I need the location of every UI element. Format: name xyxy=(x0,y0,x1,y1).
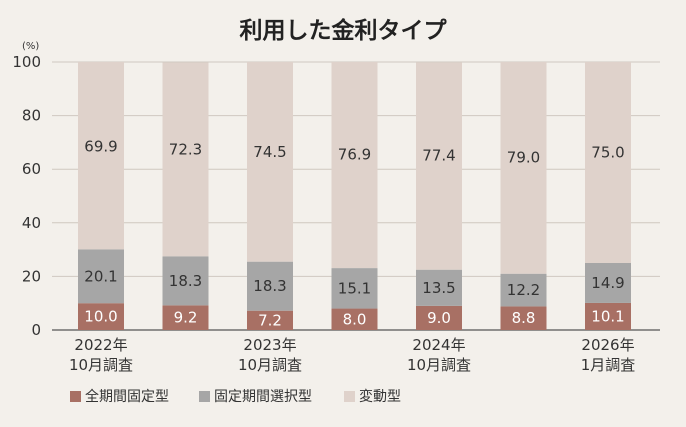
bar-stack: 8.0 15.1 76.9 xyxy=(331,62,378,330)
data-label: 10.1 xyxy=(591,307,624,325)
data-label: 77.4 xyxy=(422,147,455,165)
bar-stacks: 10.0 20.1 69.9 9.2 18.3 72.3 7.2 18.3 74.5 8.0 15.… xyxy=(78,62,631,330)
bar-segment xyxy=(331,268,378,309)
bar-stack: 9.2 18.3 72.3 xyxy=(162,62,209,330)
x-tick-label: 10月調査 xyxy=(407,356,471,374)
x-tick-label: 10月調査 xyxy=(238,356,302,374)
x-tick-label: 10月調査 xyxy=(69,356,133,374)
data-label: 79.0 xyxy=(507,148,540,166)
bar-segment xyxy=(585,302,631,330)
bar-stack: 8.8 12.2 79.0 xyxy=(500,62,547,330)
bar-segment xyxy=(585,62,631,263)
bar-segment xyxy=(247,261,293,311)
legend-label: 全期間固定型 xyxy=(85,388,169,405)
y-tick-label: 80 xyxy=(22,107,41,125)
bar-segment xyxy=(247,310,293,330)
y-tick-label: 20 xyxy=(22,267,41,285)
bar-segment xyxy=(162,62,209,257)
data-label: 13.5 xyxy=(422,279,455,297)
bar-segment xyxy=(416,62,462,270)
legend-swatch xyxy=(344,391,355,402)
bar-segment xyxy=(78,303,124,330)
data-label: 75.0 xyxy=(591,143,624,161)
data-label: 74.5 xyxy=(253,143,286,161)
bar-segment xyxy=(500,62,547,274)
y-tick-label: 0 xyxy=(31,321,41,339)
bar-segment xyxy=(162,305,209,330)
bar-segment xyxy=(78,249,124,304)
data-label: 9.2 xyxy=(174,309,198,327)
data-label: 8.8 xyxy=(512,309,536,327)
bar-segment xyxy=(162,256,209,306)
bar-segment xyxy=(416,269,462,306)
bar-segment xyxy=(500,306,547,330)
data-label: 10.0 xyxy=(84,308,117,326)
x-tick-label: 2026年 xyxy=(581,336,634,354)
data-label: 7.2 xyxy=(258,311,282,329)
bar-segment xyxy=(331,62,378,269)
bar-segment xyxy=(78,62,124,250)
x-tick-label: 2022年 xyxy=(74,336,127,354)
legend: 全期間固定型 固定期間選択型 変動型 xyxy=(70,388,401,405)
data-label: 69.9 xyxy=(84,137,117,155)
bar-segment xyxy=(331,308,378,330)
legend-label: 変動型 xyxy=(359,388,401,405)
legend-swatch xyxy=(199,391,210,402)
bar-segment xyxy=(500,273,547,307)
data-label: 15.1 xyxy=(338,279,371,297)
bar-segment xyxy=(247,62,293,262)
data-label: 9.0 xyxy=(427,309,451,327)
bar-segment xyxy=(585,263,631,303)
bar-stack: 9.0 13.5 77.4 xyxy=(416,62,462,330)
bar-segment xyxy=(416,305,462,330)
legend-swatch xyxy=(70,391,81,402)
bar-stack: 10.1 14.9 75.0 xyxy=(585,62,631,330)
data-label: 18.3 xyxy=(253,277,286,295)
x-tick-label: 1月調査 xyxy=(581,356,636,374)
bar-stack: 7.2 18.3 74.5 xyxy=(247,62,293,330)
data-label: 12.2 xyxy=(507,281,540,299)
x-tick-label: 2024年 xyxy=(412,336,465,354)
y-tick-label: 60 xyxy=(22,160,41,178)
y-tick-label: 40 xyxy=(22,214,41,232)
y-tick-label: 100 xyxy=(12,53,41,71)
data-label: 76.9 xyxy=(338,146,371,164)
chart-title: 利用した金利タイプ xyxy=(240,17,448,44)
data-label: 72.3 xyxy=(169,141,202,159)
legend-label: 固定期間選択型 xyxy=(214,389,312,405)
data-label: 18.3 xyxy=(169,272,202,290)
x-tick-label: 2023年 xyxy=(243,336,296,354)
data-label: 20.1 xyxy=(84,267,117,285)
data-label: 8.0 xyxy=(343,310,367,328)
bar-stack: 10.0 20.1 69.9 xyxy=(78,62,124,330)
y-axis-unit: (%) xyxy=(22,41,39,52)
data-label: 14.9 xyxy=(591,274,624,292)
y-tick-labels: 0 20 40 60 80 100 xyxy=(12,53,41,339)
x-tick-labels: 2022年 10月調査 2023年 10月調査 2024年 10月調査 2026年 1月調査 xyxy=(69,336,635,374)
